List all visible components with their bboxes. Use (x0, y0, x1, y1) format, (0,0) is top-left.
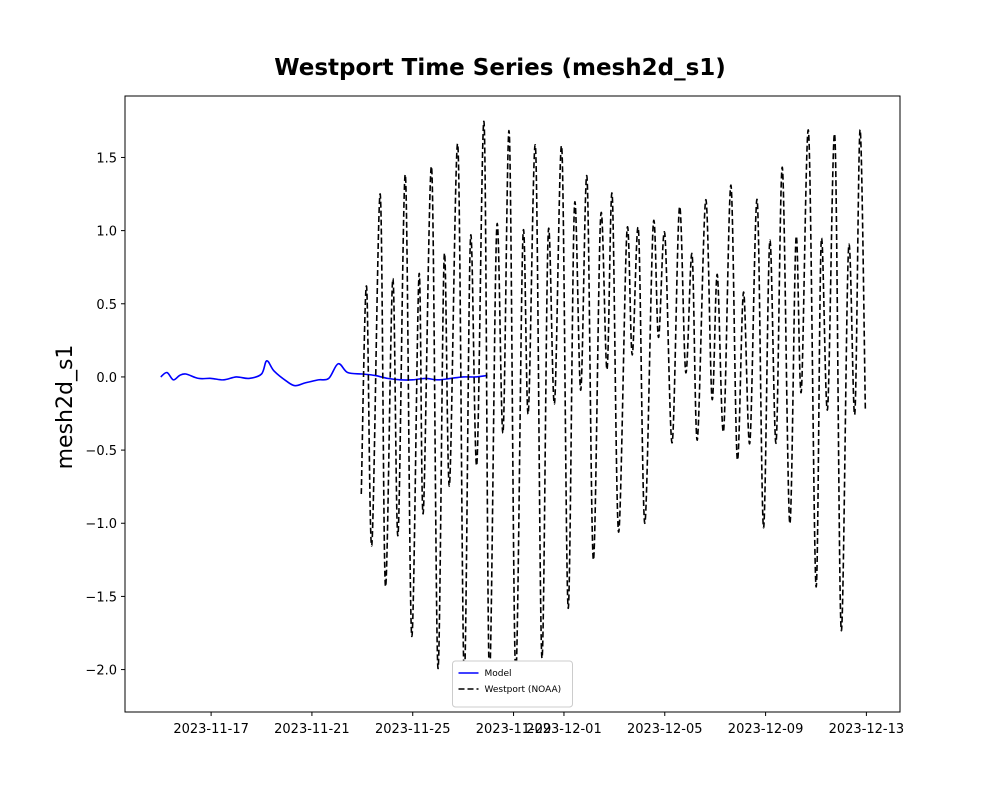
series-line (160, 360, 488, 387)
plot-frame (124, 95, 901, 713)
x-tick-label: 2023-12-05 (627, 722, 703, 737)
x-tick-label: 2023-12-13 (829, 722, 905, 737)
x-tick-label: 2023-11-29 (476, 722, 552, 737)
x-tick-label: 2023-11-17 (173, 722, 249, 737)
x-tick-label: 2023-11-21 (274, 722, 350, 737)
chart-title: Westport Time Series (mesh2d_s1) (274, 55, 726, 81)
legend-box (452, 660, 573, 708)
x-tick-label: 2023-12-09 (728, 722, 804, 737)
x-tick-label: 2023-11-25 (375, 722, 451, 737)
y-tick-label: −0.5 (85, 444, 117, 459)
y-tick-label: 0.0 (96, 371, 117, 386)
x-tick-label: 2023-12-01 (526, 722, 602, 737)
y-tick-label: 0.5 (96, 298, 117, 313)
y-tick-label: 1.0 (96, 225, 117, 240)
series-line (360, 120, 867, 678)
legend-label: Westport (NOAA) (485, 685, 562, 695)
y-tick-label: 1.5 (96, 151, 117, 166)
y-tick-label: −2.0 (85, 664, 117, 679)
y-tick-label: −1.0 (85, 517, 117, 532)
y-tick-label: −1.5 (85, 590, 117, 605)
legend-label: Model (485, 669, 512, 679)
y-axis-label: mesh2d_s1 (53, 345, 78, 470)
